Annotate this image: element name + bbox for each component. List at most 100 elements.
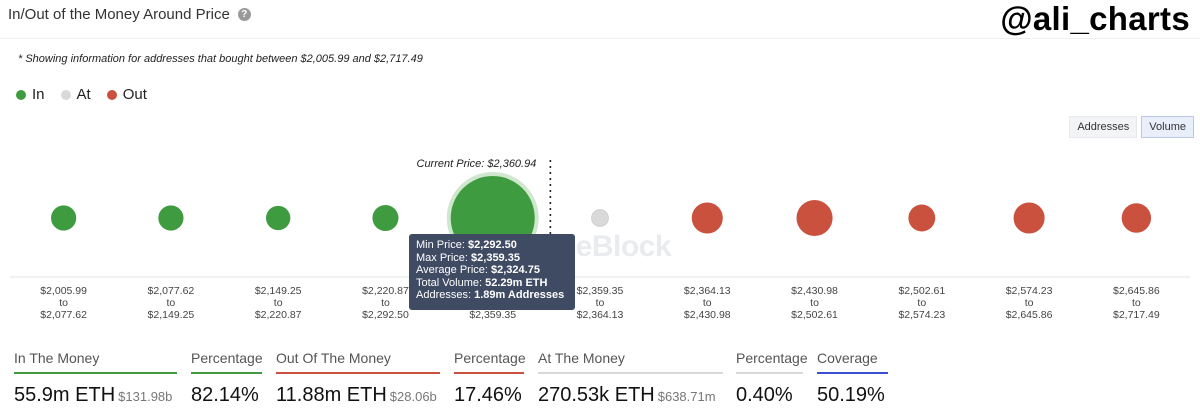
stat-label: Percentage	[454, 350, 526, 366]
cluster-range-from: $2,149.25	[255, 285, 302, 297]
metric-toggle: Addresses Volume	[1069, 116, 1194, 138]
cluster-range-end: $2,574.23	[898, 309, 945, 321]
header-divider	[0, 38, 1200, 39]
cluster-range-end: $2,364.13	[577, 309, 624, 321]
question-circle-icon[interactable]: ?	[237, 8, 251, 21]
brand-handle: @ali_charts	[1000, 0, 1190, 37]
cluster-range-end: $2,359.35	[469, 309, 516, 321]
cluster-range-from: $2,359.35	[577, 285, 624, 297]
cluster-range-to: to	[167, 297, 176, 309]
cluster-range-end: $2,077.62	[40, 309, 87, 321]
stat-value: 270.53k ETH $638.71m	[538, 384, 723, 407]
cluster-range-to: to	[274, 297, 283, 309]
cluster-range-to: to	[1132, 297, 1141, 309]
stat-value-text: 50.19%	[817, 384, 885, 406]
cluster-range-end: $2,645.86	[1006, 309, 1053, 321]
cluster-range-from: $2,574.23	[1006, 285, 1053, 297]
stat-value-text: 17.46%	[454, 384, 522, 406]
volume-toggle-button[interactable]: Volume	[1141, 116, 1194, 138]
stat-value: 55.9m ETH $131.98b	[14, 384, 177, 407]
stat-label: Coverage	[817, 350, 878, 366]
page-title: In/Out of the Money Around Price	[8, 6, 230, 23]
stat-value-text: 11.88m ETH	[276, 384, 387, 406]
cluster-range-to: to	[59, 297, 68, 309]
legend-item-in[interactable]: In	[16, 86, 45, 103]
stat-bar	[276, 372, 440, 374]
stat-value: 0.40%	[736, 384, 803, 407]
stat-value-text: 55.9m ETH	[14, 384, 116, 406]
stat-bar	[454, 372, 524, 374]
stat-value: 82.14%	[191, 384, 262, 407]
stat-value-usd: $131.98b	[118, 389, 173, 404]
legend-label-at: At	[76, 86, 91, 103]
stat-value: 17.46%	[454, 384, 524, 407]
range-note: * Showing information for addresses that…	[18, 53, 423, 65]
legend-item-out[interactable]: Out	[106, 86, 147, 103]
stat-bar	[538, 372, 723, 374]
legend-item-at[interactable]: At	[60, 86, 91, 103]
stat-label: Out Of The Money	[276, 350, 391, 366]
cluster-range-to: to	[810, 297, 819, 309]
stat-at-the-money: At The Money 270.53k ETH $638.71m	[538, 350, 723, 407]
stat-bar	[736, 372, 803, 374]
cluster-range-to: to	[917, 297, 926, 309]
cluster-range-end: $2,430.98	[684, 309, 731, 321]
stat-out-of-the-money: Out Of The Money 11.88m ETH $28.06b	[276, 350, 440, 407]
cluster-bubble[interactable]	[372, 204, 399, 232]
stat-label: Percentage	[736, 350, 808, 366]
legend: In At Out	[16, 86, 147, 103]
cluster-range-from: $2,502.61	[898, 285, 945, 297]
cluster-bubble[interactable]	[796, 199, 833, 237]
stat-percentage: Percentage 17.46%	[454, 350, 526, 407]
stat-value-text: 0.40%	[736, 384, 793, 406]
cluster-range-end: $2,220.87	[255, 309, 302, 321]
stat-bar	[191, 372, 262, 374]
cluster-bubble[interactable]	[51, 205, 77, 231]
cluster-bubble[interactable]	[691, 202, 723, 234]
cluster-range-end: $2,717.49	[1113, 309, 1160, 321]
cluster-bubble[interactable]	[1121, 203, 1152, 233]
cluster-range-from: $2,430.98	[791, 285, 838, 297]
legend-label-in: In	[32, 86, 45, 103]
cluster-range-end: $2,502.61	[791, 309, 838, 321]
cluster-range-to: to	[1025, 297, 1034, 309]
iomap-chart: $2,005.99to$2,077.62$2,077.62to$2,149.25…	[10, 158, 1190, 321]
cluster-range-from: $2,005.99	[40, 285, 87, 297]
cluster-range-from: $2,645.86	[1113, 285, 1160, 297]
cluster-range-to: to	[703, 297, 712, 309]
stat-percentage: Percentage 0.40%	[736, 350, 808, 407]
tooltip-average-price: Average Price: $2,324.75	[416, 264, 540, 277]
tooltip-addresses: Addresses: 1.89m Addresses	[416, 289, 565, 302]
cluster-range-from: $2,364.13	[684, 285, 731, 297]
cluster-bubble[interactable]	[266, 205, 291, 231]
stat-value-text: 270.53k ETH	[538, 384, 655, 406]
cluster-bubble[interactable]	[591, 209, 609, 227]
stat-in-the-money: In The Money 55.9m ETH $131.98b	[14, 350, 177, 407]
stat-bar	[817, 372, 888, 374]
cluster-bubble[interactable]	[908, 204, 936, 232]
tooltip-min-price: Min Price: $2,292.50	[416, 239, 517, 251]
cluster-bubble[interactable]	[158, 205, 184, 231]
stat-percentage: Percentage 82.14%	[191, 350, 263, 407]
stat-label: In The Money	[14, 350, 100, 366]
stat-value-usd: $28.06b	[389, 389, 437, 404]
tooltip-max-price: Max Price: $2,359.35	[416, 251, 520, 264]
stat-value: 50.19%	[817, 384, 888, 407]
addresses-toggle-button[interactable]: Addresses	[1069, 116, 1138, 138]
stat-coverage: Coverage 50.19%	[817, 350, 888, 407]
cluster-range-to: to	[596, 297, 605, 309]
tooltip-total-volume: Total Volume: 52.29m ETH	[416, 276, 548, 289]
cluster-range-to: to	[381, 297, 390, 309]
stat-bar	[14, 372, 177, 374]
stat-value-text: 82.14%	[191, 384, 259, 406]
cluster-range-end: $2,292.50	[362, 309, 409, 321]
cluster-tooltip: Min Price: $2,292.50 Max Price: $2,359.3…	[409, 234, 575, 310]
current-price-label: Current Price: $2,360.94	[417, 158, 537, 170]
legend-label-out: Out	[122, 86, 147, 103]
legend-dot-out	[106, 89, 117, 100]
stat-value-usd: $638.71m	[657, 389, 716, 404]
cluster-range-end: $2,149.25	[148, 309, 195, 321]
stat-label: Percentage	[191, 350, 263, 366]
cluster-bubble[interactable]	[1013, 202, 1045, 234]
legend-dot-in	[16, 89, 26, 100]
